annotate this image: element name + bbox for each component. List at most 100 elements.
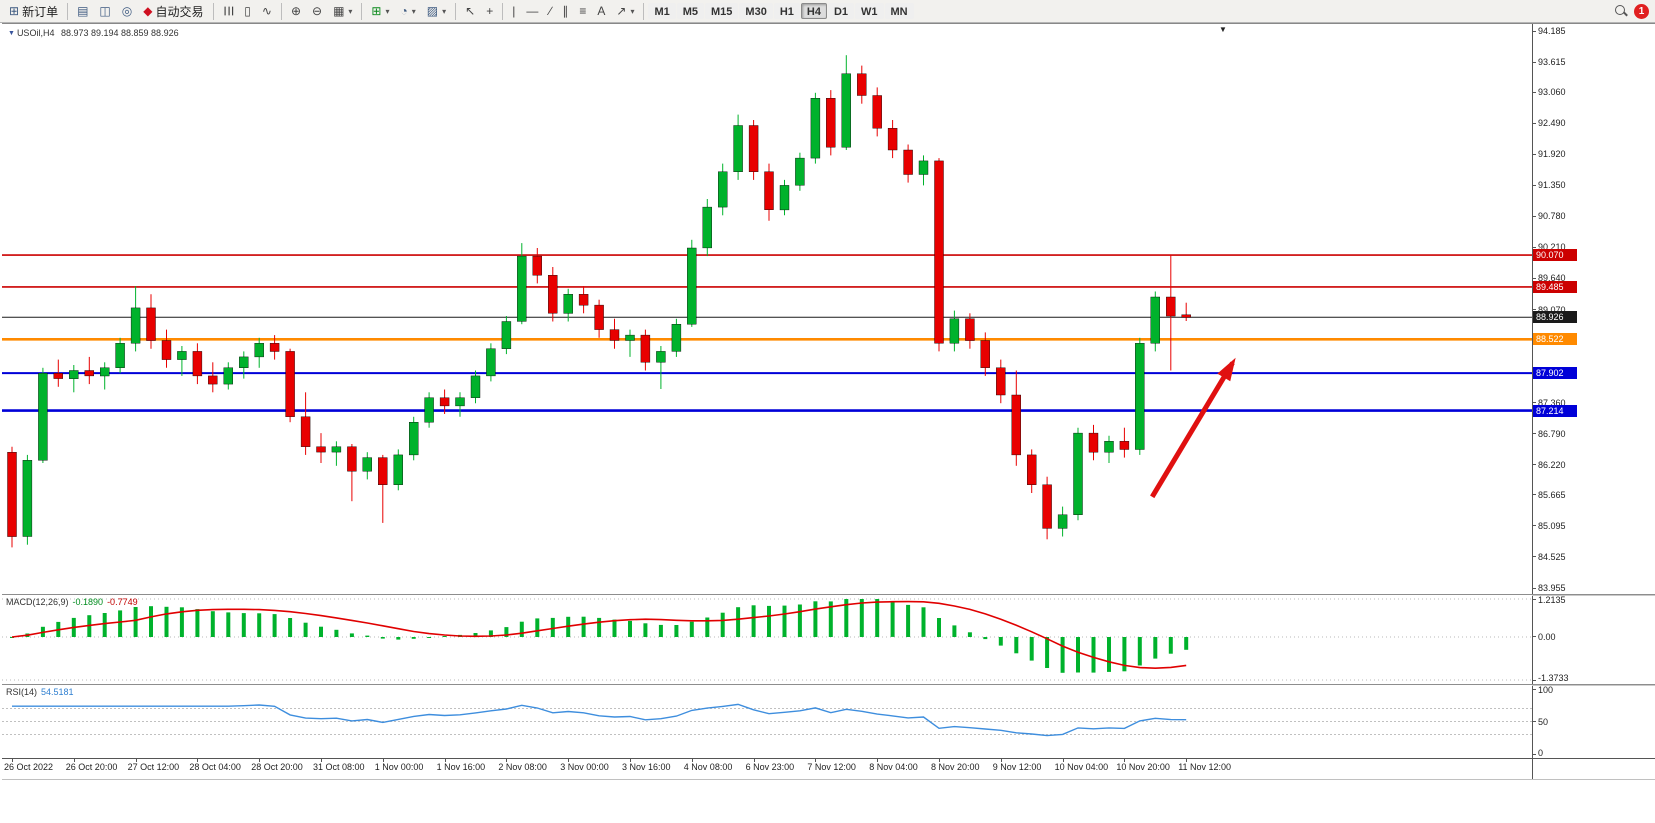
y-axis-tick [1532, 636, 1536, 638]
x-axis-label: 28 Oct 20:00 [251, 762, 303, 772]
cursor-button[interactable]: ↖ [460, 2, 480, 21]
timeframe-d1-button[interactable]: D1 [827, 3, 855, 19]
arrows-tool-icon: ↗ [616, 4, 627, 18]
x-axis-tick [1000, 758, 1002, 762]
navigator-icon: ◎ [121, 4, 133, 18]
price-line-label[interactable]: 87.214 [1533, 404, 1577, 417]
price-lines-layer [2, 254, 1532, 412]
channel-button[interactable]: ∥ [557, 2, 573, 21]
vertical-line-button[interactable]: | [507, 2, 520, 21]
x-axis-tick [73, 758, 75, 762]
trend-arrow-annotation [1150, 357, 1236, 499]
x-axis-label: 6 Nov 23:00 [745, 762, 795, 772]
x-axis-tick [753, 758, 755, 762]
y-axis-label: 91.920 [1538, 149, 1566, 160]
zoom-out-button[interactable]: ⊖ [307, 2, 327, 21]
timeframe-mn-button[interactable]: MN [884, 3, 914, 19]
x-axis-label: 1 Nov 00:00 [374, 762, 424, 772]
search-icon[interactable] [1614, 4, 1628, 18]
crosshair-button[interactable]: + [481, 2, 498, 21]
toolbar-separator [280, 2, 282, 20]
price-line-label[interactable]: 90.070 [1533, 249, 1577, 262]
chevron-down-icon: ▾ [385, 6, 390, 16]
y-axis-label: 83.955 [1538, 583, 1566, 593]
market-watch-button[interactable]: ◫ [94, 2, 115, 21]
price-line-label[interactable]: 88.522 [1533, 333, 1577, 346]
auto-trading-icon: ◆ [143, 4, 153, 18]
y-axis-tick [1532, 753, 1536, 755]
y-axis-tick [1532, 215, 1536, 217]
x-axis-tick [1186, 758, 1188, 762]
y-axis-tick [1532, 721, 1536, 722]
y-axis-label: 0.00 [1538, 631, 1556, 642]
rsi-value: 54.5181 [41, 687, 74, 697]
macd-indicator-canvas[interactable] [2, 595, 1532, 684]
price-line-label[interactable]: 89.485 [1533, 280, 1577, 293]
zoom-in-button[interactable]: ⊕ [286, 2, 306, 21]
trendline-button[interactable]: ∕ [544, 2, 556, 21]
tile-windows-button[interactable]: ▦ ▾ [328, 2, 357, 21]
templates-button[interactable]: ▨ ▾ [422, 2, 451, 21]
bar-chart-button[interactable]: ☰ [218, 2, 239, 21]
rsi-line [12, 703, 1187, 737]
macd-signal-value: -0.7749 [107, 597, 138, 607]
y-axis-label: 0 [1538, 748, 1544, 758]
charts-icon: ▤ [77, 4, 89, 18]
arrows-tool-button[interactable]: ↗ ▾ [611, 2, 639, 21]
y-axis-label: 90.210 [1538, 242, 1566, 253]
timeframe-m30-button[interactable]: M30 [739, 3, 773, 19]
new-order-icon: ⊞ [9, 4, 20, 18]
candlestick-button[interactable]: ▯ [239, 2, 256, 21]
price-line-label[interactable]: 87.902 [1533, 367, 1577, 380]
horizontal-line-button[interactable]: — [521, 2, 543, 21]
y-axis-tick [1532, 184, 1536, 186]
y-axis-label: 93.615 [1538, 57, 1566, 68]
x-axis-label: 8 Nov 20:00 [931, 762, 980, 772]
chevron-down-icon: ▾ [630, 6, 635, 16]
auto-trading-label: 自动交易 [155, 4, 204, 19]
y-axis-tick [1532, 494, 1536, 496]
timeframe-h4-button[interactable]: H4 [800, 3, 827, 19]
line-chart-icon: ∿ [261, 4, 272, 18]
y-axis-label: -1.3733 [1538, 673, 1569, 683]
x-axis-label: 26 Oct 2022 [4, 762, 54, 772]
y-axis-tick [1532, 153, 1536, 155]
y-axis-tick [1532, 309, 1536, 310]
timeframe-m15-button[interactable]: M15 [705, 3, 739, 19]
auto-trading-button[interactable]: ◆ 自动交易 [138, 2, 208, 21]
charts-button[interactable]: ▤ [72, 2, 93, 21]
new-chart-button[interactable]: ⊞ ▾ [366, 2, 394, 21]
candlestick-icon: ▯ [244, 4, 251, 18]
fibonacci-icon: ≡ [579, 4, 587, 18]
notification-badge[interactable]: 1 [1634, 3, 1649, 19]
x-axis-label: 31 Oct 08:00 [313, 762, 365, 772]
new-order-button[interactable]: ⊞ 新订单 [4, 2, 63, 21]
navigator-button[interactable]: ◎ [117, 2, 137, 21]
y-axis-tick [1532, 525, 1536, 527]
y-axis-label: 90.780 [1538, 211, 1566, 222]
x-axis-tick [1062, 758, 1064, 762]
main-chart-canvas[interactable] [2, 24, 1532, 594]
x-axis-label: 4 Nov 08:00 [683, 762, 733, 772]
x-axis-tick [197, 758, 199, 762]
x-axis-label: 7 Nov 12:00 [807, 762, 856, 772]
profiles-button[interactable]: ◔ ▾ [396, 2, 421, 21]
macd-label: MACD(12,26,9) -0.1890 -0.7749 [6, 597, 138, 607]
timeframe-m5-button[interactable]: M5 [676, 3, 705, 19]
chevron-down-icon: ▾ [442, 6, 447, 16]
chart-shift-marker[interactable]: ▼ [1219, 25, 1227, 34]
y-axis-tick [1532, 679, 1536, 681]
zoom-out-icon: ⊖ [312, 4, 323, 18]
price-line-label[interactable]: 88.926 [1533, 311, 1577, 324]
timeframe-h1-button[interactable]: H1 [773, 3, 800, 19]
text-tool-button[interactable]: A [592, 2, 610, 21]
rsi-indicator-canvas[interactable] [2, 685, 1532, 758]
timeframe-m1-button[interactable]: M1 [648, 3, 676, 19]
x-axis-label: 10 Nov 04:00 [1054, 762, 1109, 772]
fibonacci-button[interactable]: ≡ [574, 2, 591, 21]
y-axis-label: 93.060 [1538, 87, 1566, 98]
trendline-icon: ∕ [549, 4, 552, 18]
line-chart-button[interactable]: ∿ [257, 2, 277, 21]
x-axis-tick [877, 758, 879, 762]
timeframe-w1-button[interactable]: W1 [855, 3, 884, 19]
